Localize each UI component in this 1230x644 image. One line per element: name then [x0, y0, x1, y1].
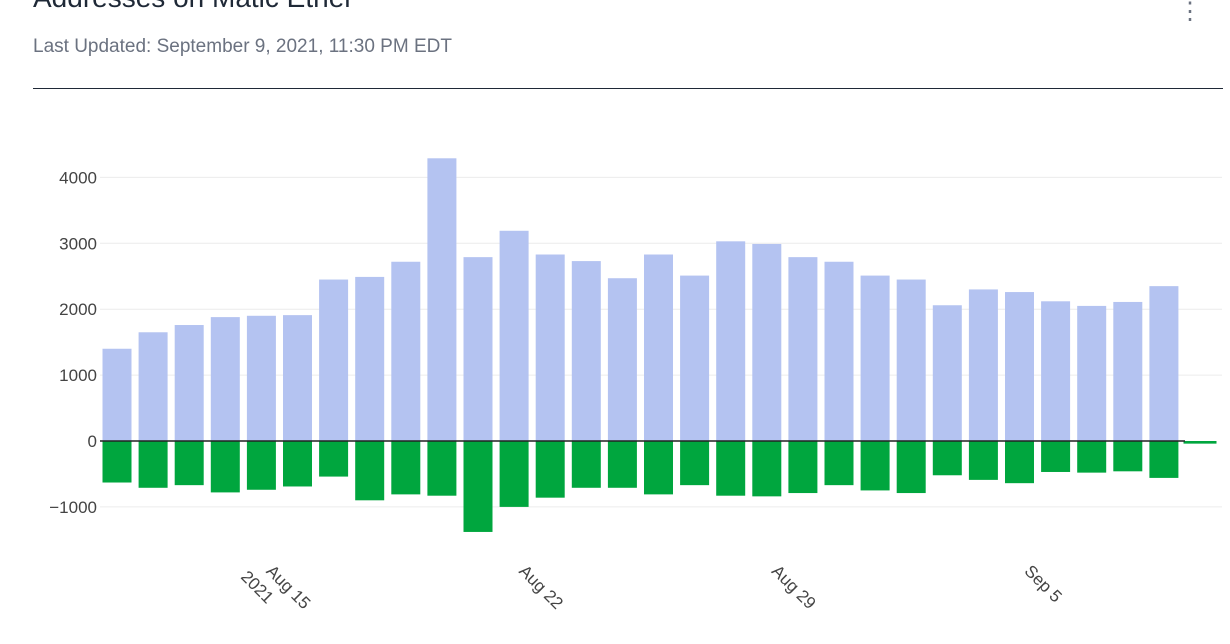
bar-negative	[788, 441, 818, 494]
bar-negative	[1077, 441, 1107, 473]
bar-positive	[1149, 286, 1179, 441]
bar-positive	[644, 254, 673, 441]
bar-negative	[752, 441, 782, 497]
bar-positive	[535, 254, 565, 441]
x-tick-label: Aug 29	[768, 561, 820, 613]
x-tick: Aug 22	[515, 561, 567, 613]
bar-positive	[283, 315, 312, 441]
bar-positive	[896, 279, 926, 441]
bars	[102, 158, 1217, 532]
bar-positive	[932, 305, 962, 441]
bar-positive	[1077, 305, 1107, 441]
bar-positive	[102, 348, 132, 441]
bar-positive	[499, 230, 529, 441]
bar-positive	[860, 275, 890, 441]
bar-negative	[427, 441, 457, 496]
bar-negative	[499, 441, 529, 507]
header-divider	[33, 88, 1223, 89]
bar-positive	[1041, 301, 1071, 441]
bar-positive	[246, 315, 276, 441]
bar-positive	[391, 261, 421, 441]
bar-positive	[1005, 292, 1034, 441]
bar-negative	[535, 441, 565, 498]
bar-negative	[680, 441, 710, 486]
y-tick-label: −1000	[49, 498, 97, 517]
bar-negative	[932, 441, 962, 476]
bar-positive	[355, 276, 385, 441]
x-tick: Aug 29	[768, 561, 820, 613]
bar-positive	[174, 325, 204, 441]
bar-negative	[391, 441, 421, 495]
bar-negative	[246, 441, 276, 490]
bar-negative	[174, 441, 204, 486]
bar-negative	[644, 441, 673, 495]
bar-positive	[968, 289, 998, 441]
y-tick-label: 3000	[59, 234, 97, 253]
y-tick-label: 2000	[59, 300, 97, 319]
bar-negative	[319, 441, 349, 477]
bar-negative	[1149, 441, 1179, 478]
bar-positive	[752, 243, 782, 441]
last-updated-text: Last Updated: September 9, 2021, 11:30 P…	[33, 36, 452, 57]
bar-negative	[138, 441, 168, 488]
bar-negative	[607, 441, 637, 488]
y-tick-label: 4000	[59, 168, 97, 187]
bar-negative	[968, 441, 998, 480]
bar-negative	[1041, 441, 1071, 472]
chart-title: Addresses on Matic Ether	[33, 0, 354, 14]
bar-negative	[102, 441, 132, 483]
y-tick-label: 1000	[59, 366, 97, 385]
more-vertical-icon[interactable]: ⋮	[1178, 0, 1202, 25]
x-tick-label: Sep 5	[1021, 561, 1066, 606]
bar-negative	[860, 441, 890, 491]
y-axis-ticks: 4000 3000 2000 1000 0 −1000	[49, 168, 97, 517]
bar-negative	[716, 441, 746, 496]
bar-negative	[571, 441, 601, 488]
x-tick: Sep 5	[1021, 561, 1066, 606]
bar-negative	[210, 441, 240, 493]
bar-positive	[319, 279, 349, 441]
bar-positive	[138, 332, 168, 441]
bar-positive	[788, 257, 818, 441]
bar-positive	[824, 261, 854, 441]
bar-positive	[680, 275, 710, 441]
bar-negative	[1005, 441, 1034, 484]
bar-negative	[355, 441, 385, 501]
bar-positive	[210, 317, 240, 441]
bar-positive	[716, 241, 746, 441]
bar-negative	[1113, 441, 1143, 472]
bar-positive	[571, 261, 601, 441]
bar-positive	[427, 158, 457, 441]
bar-positive	[607, 278, 637, 441]
x-tick-label: Aug 22	[515, 561, 567, 613]
bar-negative	[1183, 441, 1217, 444]
bar-negative	[896, 441, 926, 494]
bar-negative	[824, 441, 854, 486]
bar-positive	[1113, 301, 1143, 441]
y-tick-label: 0	[88, 432, 97, 451]
bar-negative	[463, 441, 493, 532]
bar-positive	[463, 257, 493, 441]
bar-negative	[283, 441, 312, 487]
